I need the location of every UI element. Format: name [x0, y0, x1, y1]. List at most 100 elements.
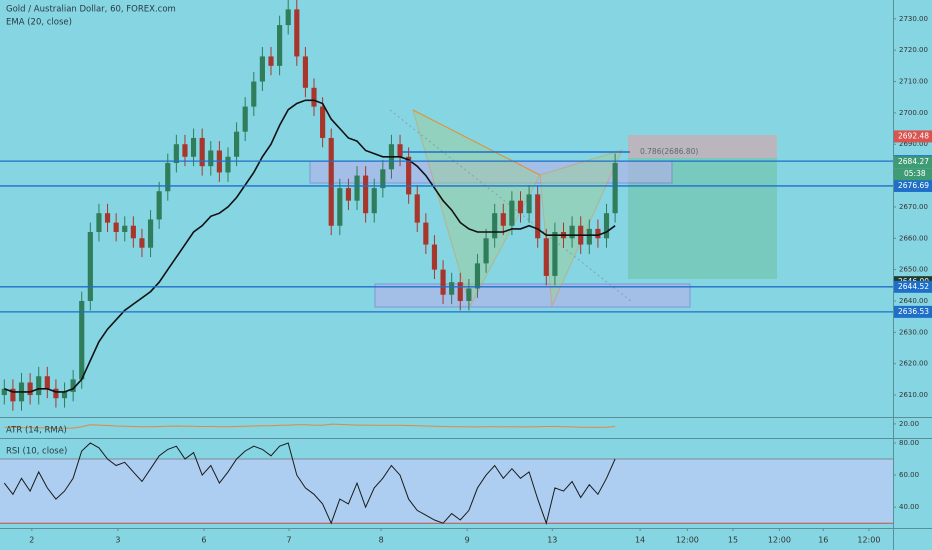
y-tick-label: 80.00	[899, 439, 919, 447]
x-tick-label: 7	[287, 536, 292, 545]
candle-body	[113, 222, 119, 233]
candle-body	[423, 222, 429, 245]
x-tick-label: 8	[379, 536, 384, 545]
axis-layer: 2 3 6 7 8 9 13 14 12:00 15 12:00 16 12:00 2610.00 2620…	[29, 15, 932, 545]
candle-body	[251, 81, 257, 107]
candle-body	[431, 244, 438, 270]
candle-body	[414, 194, 420, 223]
candle-body	[483, 238, 489, 264]
y-tick-label: 2610.00	[899, 391, 928, 399]
candle-body	[242, 106, 248, 132]
price-badge	[894, 305, 932, 318]
price-badge	[894, 156, 932, 169]
candle-body	[457, 282, 463, 301]
candle-body	[139, 238, 145, 248]
candle-body	[53, 388, 59, 399]
candle-body	[535, 194, 541, 239]
y-tick-label: 2650.00	[899, 266, 928, 274]
candle-body	[294, 9, 300, 57]
x-tick-label: 16	[818, 536, 828, 545]
candle-body	[277, 25, 283, 66]
candle-body	[27, 382, 33, 396]
candle-body	[302, 56, 308, 88]
plot-layer	[0, 0, 893, 525]
price-badge-label: 2636.53	[898, 307, 929, 316]
y-tick-label: 2690.00	[899, 140, 928, 148]
x-tick-label: 12:00	[768, 536, 791, 545]
candle-body	[1, 388, 7, 396]
candle-body	[147, 219, 154, 248]
x-tick-label: 2	[29, 536, 34, 545]
line-series	[3, 442, 616, 525]
candle-body	[500, 213, 506, 226]
indicator-label: EMA (20, close)	[6, 18, 72, 28]
candle-body	[225, 156, 231, 173]
candle-body	[234, 131, 240, 157]
candle-body	[363, 175, 369, 214]
candle-body	[612, 163, 618, 214]
line-series	[4, 99, 616, 393]
candle-body	[122, 225, 128, 233]
candle-body	[165, 163, 171, 192]
rsi-title: RSI (10, close)	[6, 447, 67, 457]
candle-body	[406, 156, 412, 195]
candle-body	[397, 144, 403, 157]
stop-zone	[628, 135, 777, 158]
price-badge-label: 2644.52	[898, 282, 929, 291]
candle-body	[259, 56, 265, 82]
price-badge-label: 2684.27	[898, 157, 929, 166]
candle-body	[449, 282, 455, 295]
candle-body	[526, 194, 532, 214]
candle-body	[182, 144, 188, 157]
price-badge	[894, 280, 932, 293]
candle-body	[79, 300, 85, 380]
x-tick-label: 9	[465, 536, 470, 545]
rsi-band	[0, 459, 893, 524]
candle-body	[354, 175, 360, 201]
fib-label: 0.786(2686.80)	[640, 147, 698, 156]
price-badge	[894, 130, 932, 143]
candle-body	[104, 213, 111, 223]
candle-body	[173, 144, 179, 164]
y-tick-label: 2620.00	[899, 360, 928, 368]
candle-body	[440, 269, 446, 295]
candle-body	[517, 200, 524, 214]
candle-body	[190, 137, 197, 157]
x-tick-label: 14	[635, 536, 645, 545]
candle-body	[208, 150, 214, 167]
y-tick-label: 2700.00	[899, 109, 928, 117]
candle-body	[36, 376, 42, 396]
candle-body	[130, 225, 136, 239]
countdown-badge	[894, 168, 932, 181]
y-tick-label: 2670.00	[899, 203, 928, 211]
candle-body	[586, 228, 592, 245]
y-tick-label: 2660.00	[899, 234, 928, 242]
y-tick-label: 40.00	[899, 503, 919, 511]
candle-body	[285, 9, 291, 26]
x-tick-label: 12:00	[676, 536, 699, 545]
candle-body	[96, 213, 102, 233]
y-tick-label: 2630.00	[899, 328, 928, 336]
candle-body	[345, 188, 352, 201]
pattern-trend	[389, 109, 633, 303]
candle-body	[320, 106, 326, 138]
candle-body	[492, 213, 498, 239]
candle-body	[70, 379, 76, 392]
grid-layer	[0, 458, 893, 524]
pattern-leg	[412, 109, 541, 176]
price-badge-label: 2692.48	[898, 131, 929, 140]
candle-body	[44, 376, 50, 389]
candle-body	[268, 56, 274, 66]
price-badge-label: 2676.69	[898, 181, 929, 190]
x-tick-label: 15	[728, 536, 738, 545]
candle-body	[337, 188, 343, 226]
y-tick-label: 20.00	[899, 420, 919, 428]
candle-body	[543, 238, 549, 276]
candle-body	[328, 137, 334, 226]
price-badge	[894, 179, 932, 192]
x-tick-label: 6	[201, 536, 206, 545]
candle-body	[569, 225, 575, 239]
candle-body	[380, 169, 386, 189]
candle-body	[603, 213, 610, 239]
countdown-label: 05:38	[904, 169, 926, 178]
